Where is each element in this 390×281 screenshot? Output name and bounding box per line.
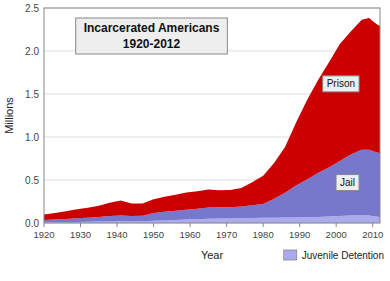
legend-swatch: [284, 250, 297, 260]
x-tick: [153, 223, 154, 227]
y-axis-label: Millions: [3, 97, 15, 134]
x-tick-label: 1930: [70, 229, 91, 240]
series-label-box: [323, 76, 359, 92]
x-tick-label: 1990: [289, 229, 310, 240]
x-tick-label: 1940: [106, 229, 127, 240]
x-tick: [44, 223, 45, 227]
x-tick: [372, 223, 373, 227]
x-tick: [117, 223, 118, 227]
title-box: Incarcerated Americans 1920-2012: [76, 18, 228, 54]
area: [44, 18, 380, 220]
x-tick: [263, 223, 264, 227]
chart: 0.0 0.5 1.0 1.5 2.0 2.5 1920 1930 1940 1950 1960 19…: [0, 0, 390, 281]
x-tick-label: 1950: [143, 229, 164, 240]
x-tick-label: 1920: [33, 229, 54, 240]
y-tick-label: 1.0: [25, 132, 39, 143]
x-tick: [299, 223, 300, 227]
legend-label: Juvenile Detention: [302, 250, 384, 261]
series-label-text: Prison: [327, 78, 355, 89]
y-tick-label: 1.5: [25, 89, 39, 100]
series-label: Prison: [323, 76, 359, 92]
plot-frame: [44, 8, 380, 223]
y-tick-label: 0.0: [25, 218, 39, 229]
x-tick-label: 1960: [180, 229, 201, 240]
areas: [44, 18, 380, 223]
grid: [44, 8, 380, 223]
subtitle: 1920-2012: [123, 37, 181, 51]
x-tick-label: 1970: [216, 229, 237, 240]
x-tick: [226, 223, 227, 227]
y-tick-label: 0.5: [25, 175, 39, 186]
y-tick-label: 2.5: [25, 3, 39, 14]
series-label: Jail: [336, 175, 359, 191]
title-box-bg: [76, 18, 228, 54]
x-tick-label: 1980: [253, 229, 274, 240]
series-label-text: Jail: [340, 177, 355, 188]
x-tick: [336, 223, 337, 227]
x-axis-label: Year: [201, 249, 224, 261]
y-tick-label: 2.0: [25, 46, 39, 57]
x-tick: [80, 223, 81, 227]
title: Incarcerated Americans: [84, 21, 220, 35]
plot-area: [44, 8, 380, 223]
legend: Juvenile Detention: [284, 250, 384, 261]
x-tick-label: 2010: [362, 229, 383, 240]
x-tick-label: 2000: [326, 229, 347, 240]
series-label-box: [336, 175, 359, 191]
x-tick: [190, 223, 191, 227]
